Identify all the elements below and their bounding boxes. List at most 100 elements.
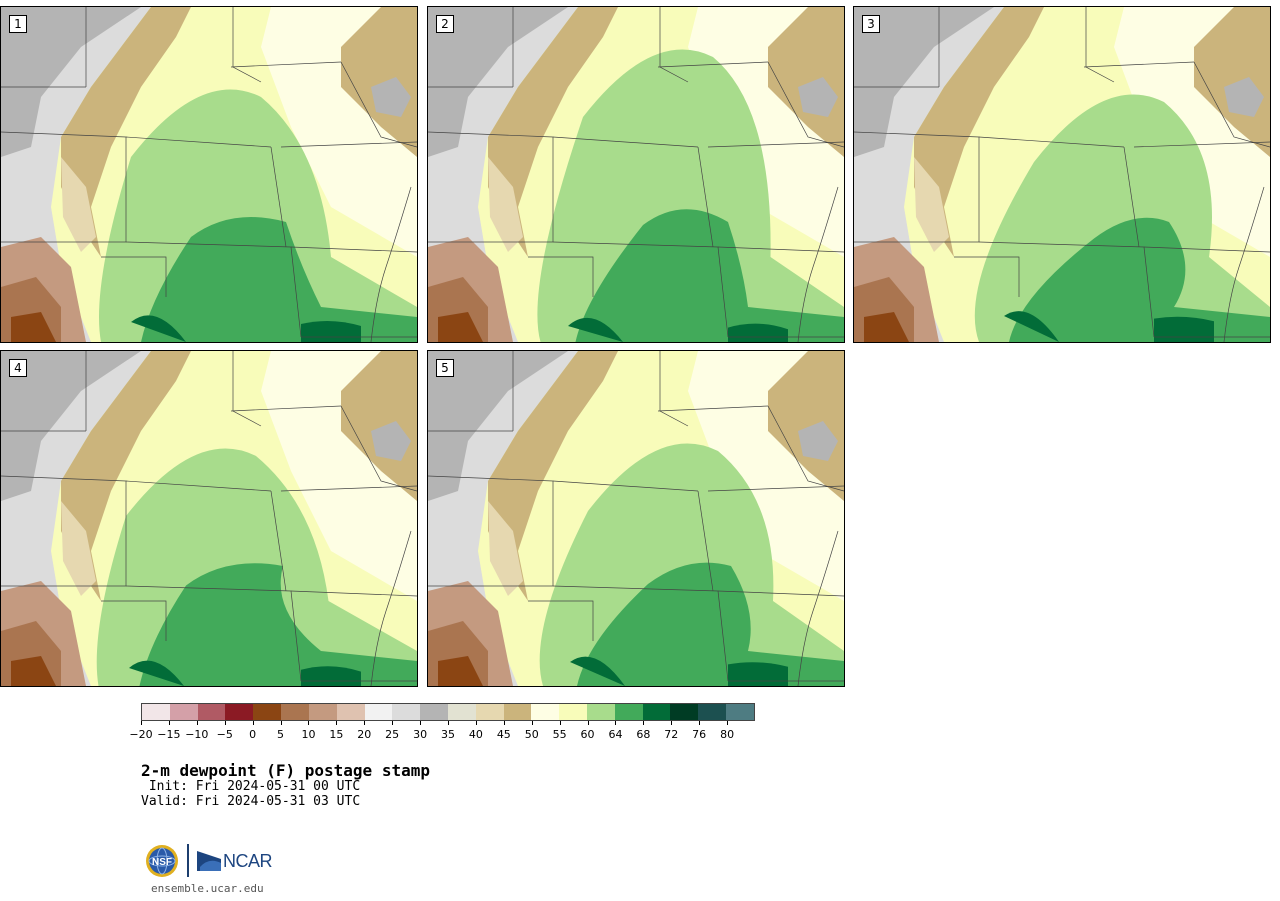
logo-block: NSF NCAR — [145, 843, 285, 879]
colorbar-tick-label: 10 — [301, 728, 316, 741]
colorbar-tick — [615, 721, 617, 725]
state-border — [697, 490, 714, 592]
dewpoint-45-region-ne — [341, 7, 417, 157]
colorbar-swatch — [559, 704, 587, 720]
dewpoint-30-region-ne — [1224, 77, 1264, 117]
dewpoint-30-region-ne — [798, 421, 838, 461]
state-border — [125, 480, 272, 492]
colorbar-tick-label: 40 — [468, 728, 483, 741]
dewpoint-68-region — [301, 666, 361, 686]
dewpoint-map — [854, 7, 1270, 342]
state-border — [280, 141, 417, 148]
colorbar-swatch — [336, 704, 365, 720]
colorbar-swatch — [197, 704, 226, 720]
state-border — [552, 136, 699, 148]
state-border-river — [797, 530, 839, 686]
state-border — [125, 136, 272, 148]
dewpoint-68-region — [728, 662, 788, 686]
dewpoint-map — [428, 7, 844, 342]
colorbar-swatch — [642, 704, 671, 720]
state-border — [552, 480, 699, 492]
dewpoint-45-region-ne — [341, 351, 417, 501]
colorbar-tick — [503, 721, 505, 725]
colorbar-tick — [559, 721, 561, 725]
dewpoint-40-region — [488, 157, 523, 252]
panel-label: 4 — [9, 359, 27, 377]
state-border — [230, 405, 342, 412]
panel-label: 2 — [436, 15, 454, 33]
colorbar-tick — [336, 721, 338, 725]
colorbar-swatch — [225, 704, 254, 720]
colorbar — [141, 703, 755, 721]
colorbar-swatch — [142, 704, 170, 720]
state-border — [280, 485, 417, 492]
dewpoint-30-region-ne — [798, 77, 838, 117]
state-border-river — [370, 530, 412, 686]
colorbar-tick — [671, 721, 673, 725]
state-border — [1123, 146, 1140, 248]
colorbar-swatch — [503, 704, 532, 720]
map-panel-4: 4 — [0, 350, 418, 687]
dewpoint-68-region-sw — [129, 660, 184, 686]
state-border — [290, 590, 417, 597]
colorbar-swatch — [392, 704, 421, 720]
state-border — [528, 600, 594, 641]
dewpoint-64-region — [141, 217, 417, 342]
colorbar-tick-label: 25 — [385, 728, 400, 741]
colorbar-tick-label: 0 — [249, 728, 257, 741]
dewpoint-64-region — [575, 209, 844, 342]
dewpoint-30-region — [1, 7, 141, 157]
state-border — [978, 136, 1125, 148]
map-panel-3: 3 — [853, 6, 1271, 343]
dewpoint-map — [1, 7, 417, 342]
state-border — [1083, 61, 1195, 68]
state-border — [340, 61, 417, 148]
dewpoint-40-region — [61, 501, 96, 596]
dewpoint-64-region — [577, 562, 844, 686]
state-border — [954, 256, 1020, 297]
colorbar-swatch — [281, 704, 309, 720]
dewpoint-0-region — [438, 656, 483, 686]
dewpoint-0-region — [864, 312, 909, 342]
colorbar-swatch — [614, 704, 643, 720]
state-border — [528, 256, 594, 297]
colorbar-tick-label: −20 — [129, 728, 153, 741]
state-border — [101, 600, 167, 641]
colorbar-tick-label: −5 — [216, 728, 233, 741]
colorbar-tick — [531, 721, 533, 725]
chart-title: 2-m dewpoint (F) postage stamp — [141, 761, 430, 780]
panel-label: 5 — [436, 359, 454, 377]
dewpoint-45-region-ne — [768, 7, 844, 157]
state-border — [1133, 141, 1270, 148]
colorbar-tick — [727, 721, 729, 725]
colorbar-swatch — [169, 704, 198, 720]
colorbar-swatch — [420, 704, 448, 720]
colorbar-swatch — [670, 704, 699, 720]
state-border — [270, 146, 287, 248]
colorbar-tick — [475, 721, 477, 725]
panel-label: 3 — [862, 15, 880, 33]
colorbar-tick — [364, 721, 366, 725]
colorbar-tick-label: 50 — [524, 728, 539, 741]
dewpoint-30-region-ne — [371, 421, 411, 461]
state-border — [290, 246, 417, 253]
colorbar-tick-label: 5 — [277, 728, 285, 741]
colorbar-swatch — [253, 704, 282, 720]
colorbar-swatch — [364, 704, 393, 720]
colorbar-tick-label: 72 — [664, 728, 679, 741]
colorbar-tick-label: 68 — [636, 728, 651, 741]
state-border — [707, 141, 844, 148]
colorbar-swatch — [308, 704, 337, 720]
dewpoint-0-region — [11, 656, 56, 686]
dewpoint-45-region — [914, 7, 1044, 257]
state-border — [1143, 246, 1270, 253]
state-border — [767, 61, 844, 148]
svg-text:NSF: NSF — [152, 857, 172, 868]
dewpoint-45-region — [61, 351, 191, 601]
colorbar-tick — [643, 721, 645, 725]
state-border — [428, 131, 554, 243]
dewpoint-40-region — [61, 157, 96, 252]
colorbar-tick — [196, 721, 198, 725]
dewpoint-map — [428, 351, 844, 686]
colorbar-swatch — [447, 704, 476, 720]
